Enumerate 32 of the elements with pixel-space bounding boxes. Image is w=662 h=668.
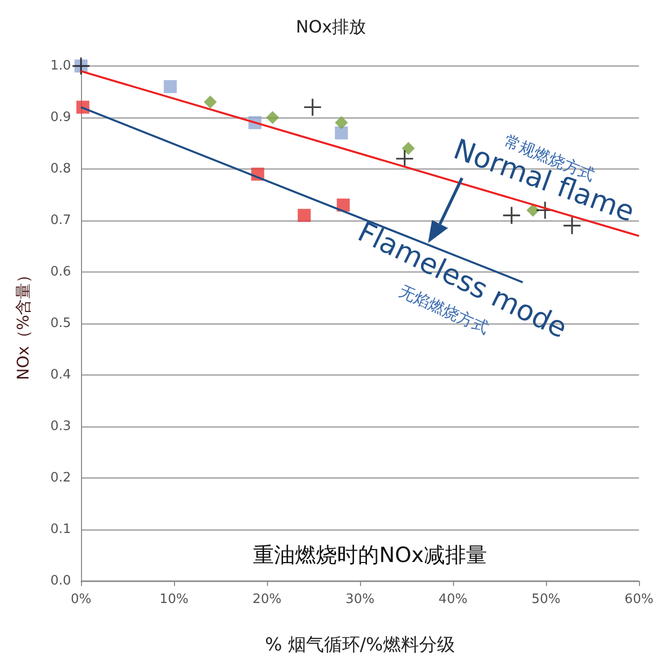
point — [266, 111, 280, 124]
y-tick-label: 0.6 — [50, 264, 71, 280]
point — [334, 116, 348, 130]
point — [298, 208, 311, 222]
y-tick-label: 0.5 — [50, 316, 71, 331]
x-axis-title: % 烟气循环/%燃料分级 — [265, 634, 455, 656]
x-tick-label: 60% — [624, 592, 654, 607]
x-tick-label: 0% — [70, 592, 92, 607]
y-tick-label: 0.3 — [50, 419, 71, 434]
x-tick-label: 50% — [532, 592, 560, 607]
y-tick-label: 0.8 — [50, 162, 71, 176]
point — [304, 98, 322, 116]
x-tick-label: 30% — [346, 592, 374, 607]
point — [402, 142, 415, 155]
y-tick-label: 0.1 — [50, 522, 71, 537]
y-tick-label: 1.0 — [50, 58, 71, 74]
chart-title: NOx排放 — [296, 18, 366, 38]
annotation: 重油燃烧时的NOx减排量 — [253, 543, 487, 567]
x-tick-label: 20% — [252, 592, 282, 607]
point — [336, 198, 350, 212]
point — [334, 126, 348, 140]
point — [204, 96, 217, 109]
point — [164, 80, 177, 94]
y-tick-label: 0.2 — [50, 470, 71, 486]
y-tick-label: 0.0 — [50, 574, 71, 588]
y-axis-title: NOx（%含量） — [14, 266, 32, 380]
y-tick-label: 0.4 — [50, 368, 71, 382]
y-tick-label: 0.9 — [50, 110, 71, 125]
point — [503, 206, 520, 224]
x-tick-label: 40% — [438, 592, 468, 607]
y-tick-label: 0.7 — [50, 213, 71, 228]
x-tick-label: 10% — [160, 592, 188, 607]
